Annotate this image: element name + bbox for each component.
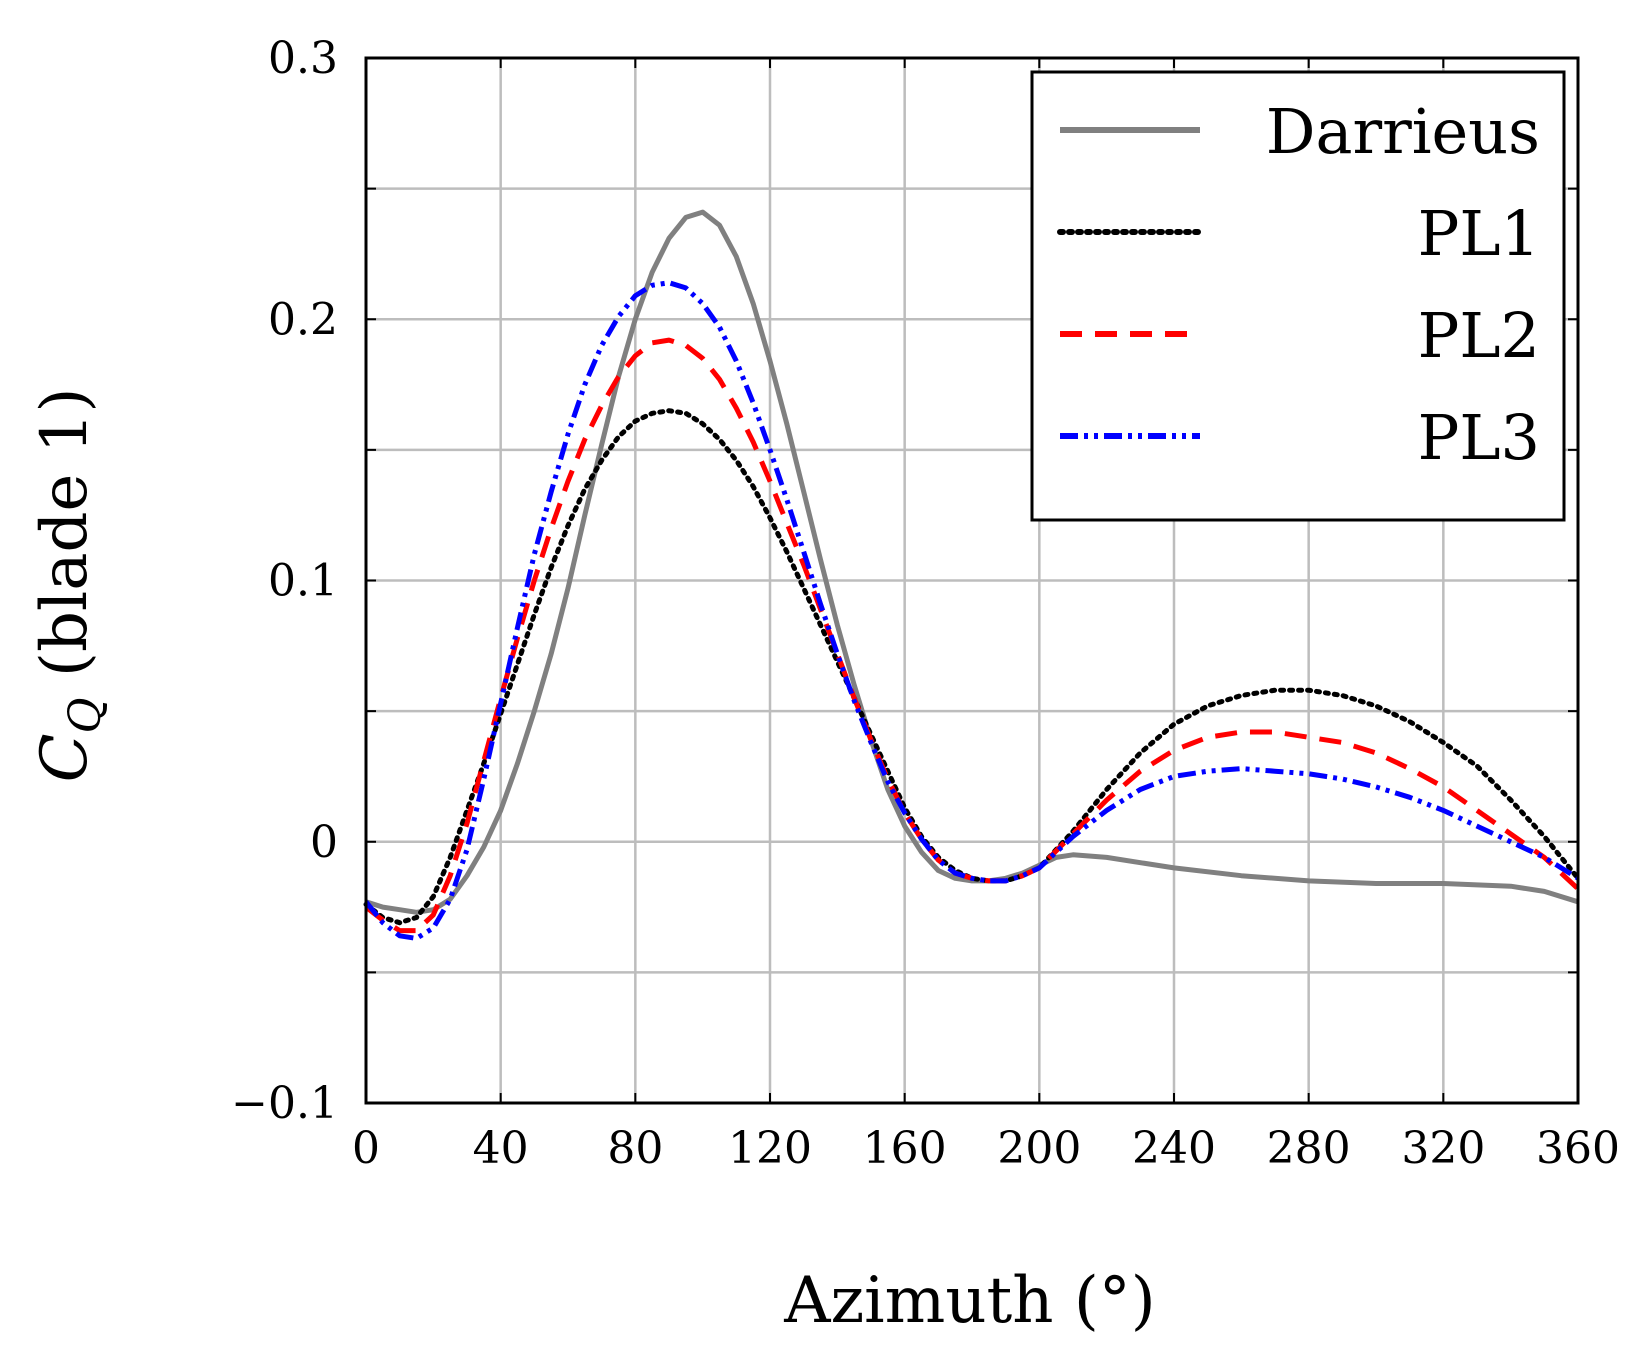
series-line-darrieus [365, 209, 1579, 915]
y-axis-title: CQ (blade 1) [28, 388, 111, 783]
y-tick-label: −0.1 [231, 1078, 338, 1129]
x-tick-label: 80 [607, 1123, 663, 1174]
legend: Darrieus PL1 PL2 PL3 [1030, 70, 1566, 522]
x-tick-label: 200 [997, 1123, 1081, 1174]
y-tick-label: 0.1 [268, 556, 338, 607]
x-axis-title: Azimuth (°) [783, 1264, 1156, 1338]
x-tick-label: 160 [863, 1123, 947, 1174]
legend-label-pl1: PL1 [1418, 197, 1540, 270]
y-tick-label: 0.3 [268, 33, 338, 84]
y-axis-title-sub: Q [60, 697, 111, 733]
series-line-pl3 [364, 280, 1580, 941]
x-tick-label: 40 [473, 1123, 529, 1174]
series-line-pl2 [364, 337, 1580, 934]
series-lines [363, 209, 1581, 941]
y-tick-label: 0.2 [268, 294, 338, 345]
legend-label-pl3: PL3 [1418, 401, 1540, 474]
x-tick-label: 0 [352, 1123, 380, 1174]
legend-box [1030, 70, 1566, 522]
y-tick-label: 0 [310, 817, 338, 868]
y-axis-title-main: C [28, 733, 102, 782]
x-tick-label: 360 [1536, 1123, 1620, 1174]
legend-label-darrieus: Darrieus [1266, 95, 1540, 168]
x-tick-label: 280 [1267, 1123, 1351, 1174]
tick-marks [365, 57, 1579, 1104]
y-tick-labels: −0.1 0 0.1 0.2 0.3 [231, 33, 338, 1129]
x-tick-label: 120 [728, 1123, 812, 1174]
series-line-pl1 [363, 408, 1581, 926]
x-tick-labels: 0 40 80 120 160 200 240 280 320 360 [352, 1123, 1620, 1174]
legend-label-pl2: PL2 [1418, 299, 1540, 372]
y-axis-title-rest: (blade 1) [28, 388, 102, 698]
x-tick-label: 320 [1401, 1123, 1485, 1174]
x-tick-label: 240 [1132, 1123, 1216, 1174]
